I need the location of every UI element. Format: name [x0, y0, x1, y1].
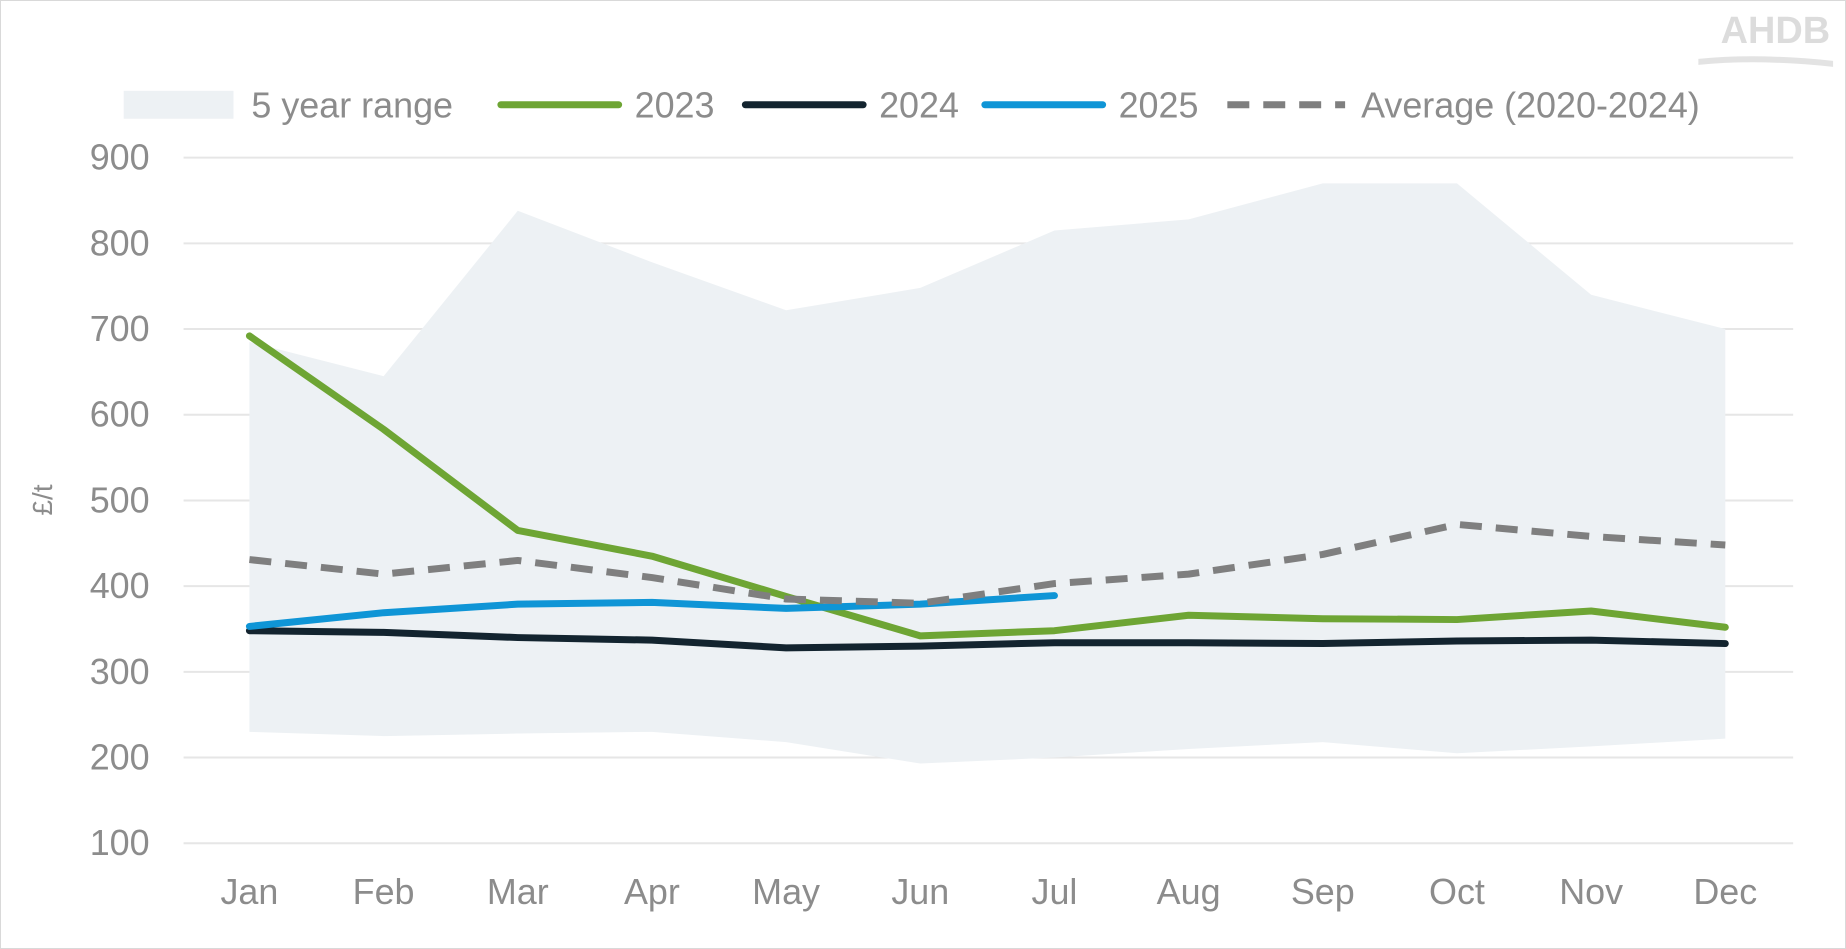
legend-label: 2024 — [879, 85, 959, 126]
y-tick-label: 700 — [90, 308, 150, 349]
legend-label: Average (2020-2024) — [1361, 85, 1700, 126]
series-line-2025 — [245, 592, 1058, 630]
y-axis-label: £/t — [27, 484, 58, 515]
x-tick-label: Nov — [1559, 871, 1623, 912]
y-tick-label: 200 — [90, 737, 150, 778]
x-tick-label: Apr — [624, 871, 680, 912]
x-tick-label: May — [752, 871, 820, 912]
legend-label: 2025 — [1119, 85, 1199, 126]
x-tick-label: Feb — [353, 871, 415, 912]
y-tick-label: 400 — [90, 565, 150, 606]
range-area — [249, 183, 1726, 764]
legend-label: 2023 — [635, 85, 715, 126]
y-tick-label: 500 — [90, 479, 150, 520]
y-tick-label: 600 — [90, 394, 150, 435]
x-tick-label: Mar — [487, 871, 549, 912]
series-line-average-2020-2024- — [249, 520, 1726, 607]
x-tick-label: Sep — [1291, 871, 1355, 912]
series-line-2023 — [245, 332, 1729, 640]
y-tick-label: 800 — [90, 222, 150, 263]
x-tick-label: Jul — [1031, 871, 1077, 912]
ahdb-logo: AHDB — [1698, 10, 1834, 67]
series-line-2024 — [245, 627, 1729, 652]
legend-label: 5 year range — [251, 85, 453, 126]
x-tick-label: Oct — [1429, 871, 1485, 912]
svg-text:AHDB: AHDB — [1721, 10, 1831, 52]
x-tick-label: Aug — [1157, 871, 1221, 912]
legend-swatch — [123, 90, 234, 119]
x-tick-label: Jan — [220, 871, 278, 912]
x-tick-label: Dec — [1693, 871, 1757, 912]
y-tick-label: 900 — [90, 137, 150, 178]
y-tick-label: 300 — [90, 651, 150, 692]
x-tick-label: Jun — [891, 871, 949, 912]
y-tick-label: 100 — [90, 822, 150, 863]
